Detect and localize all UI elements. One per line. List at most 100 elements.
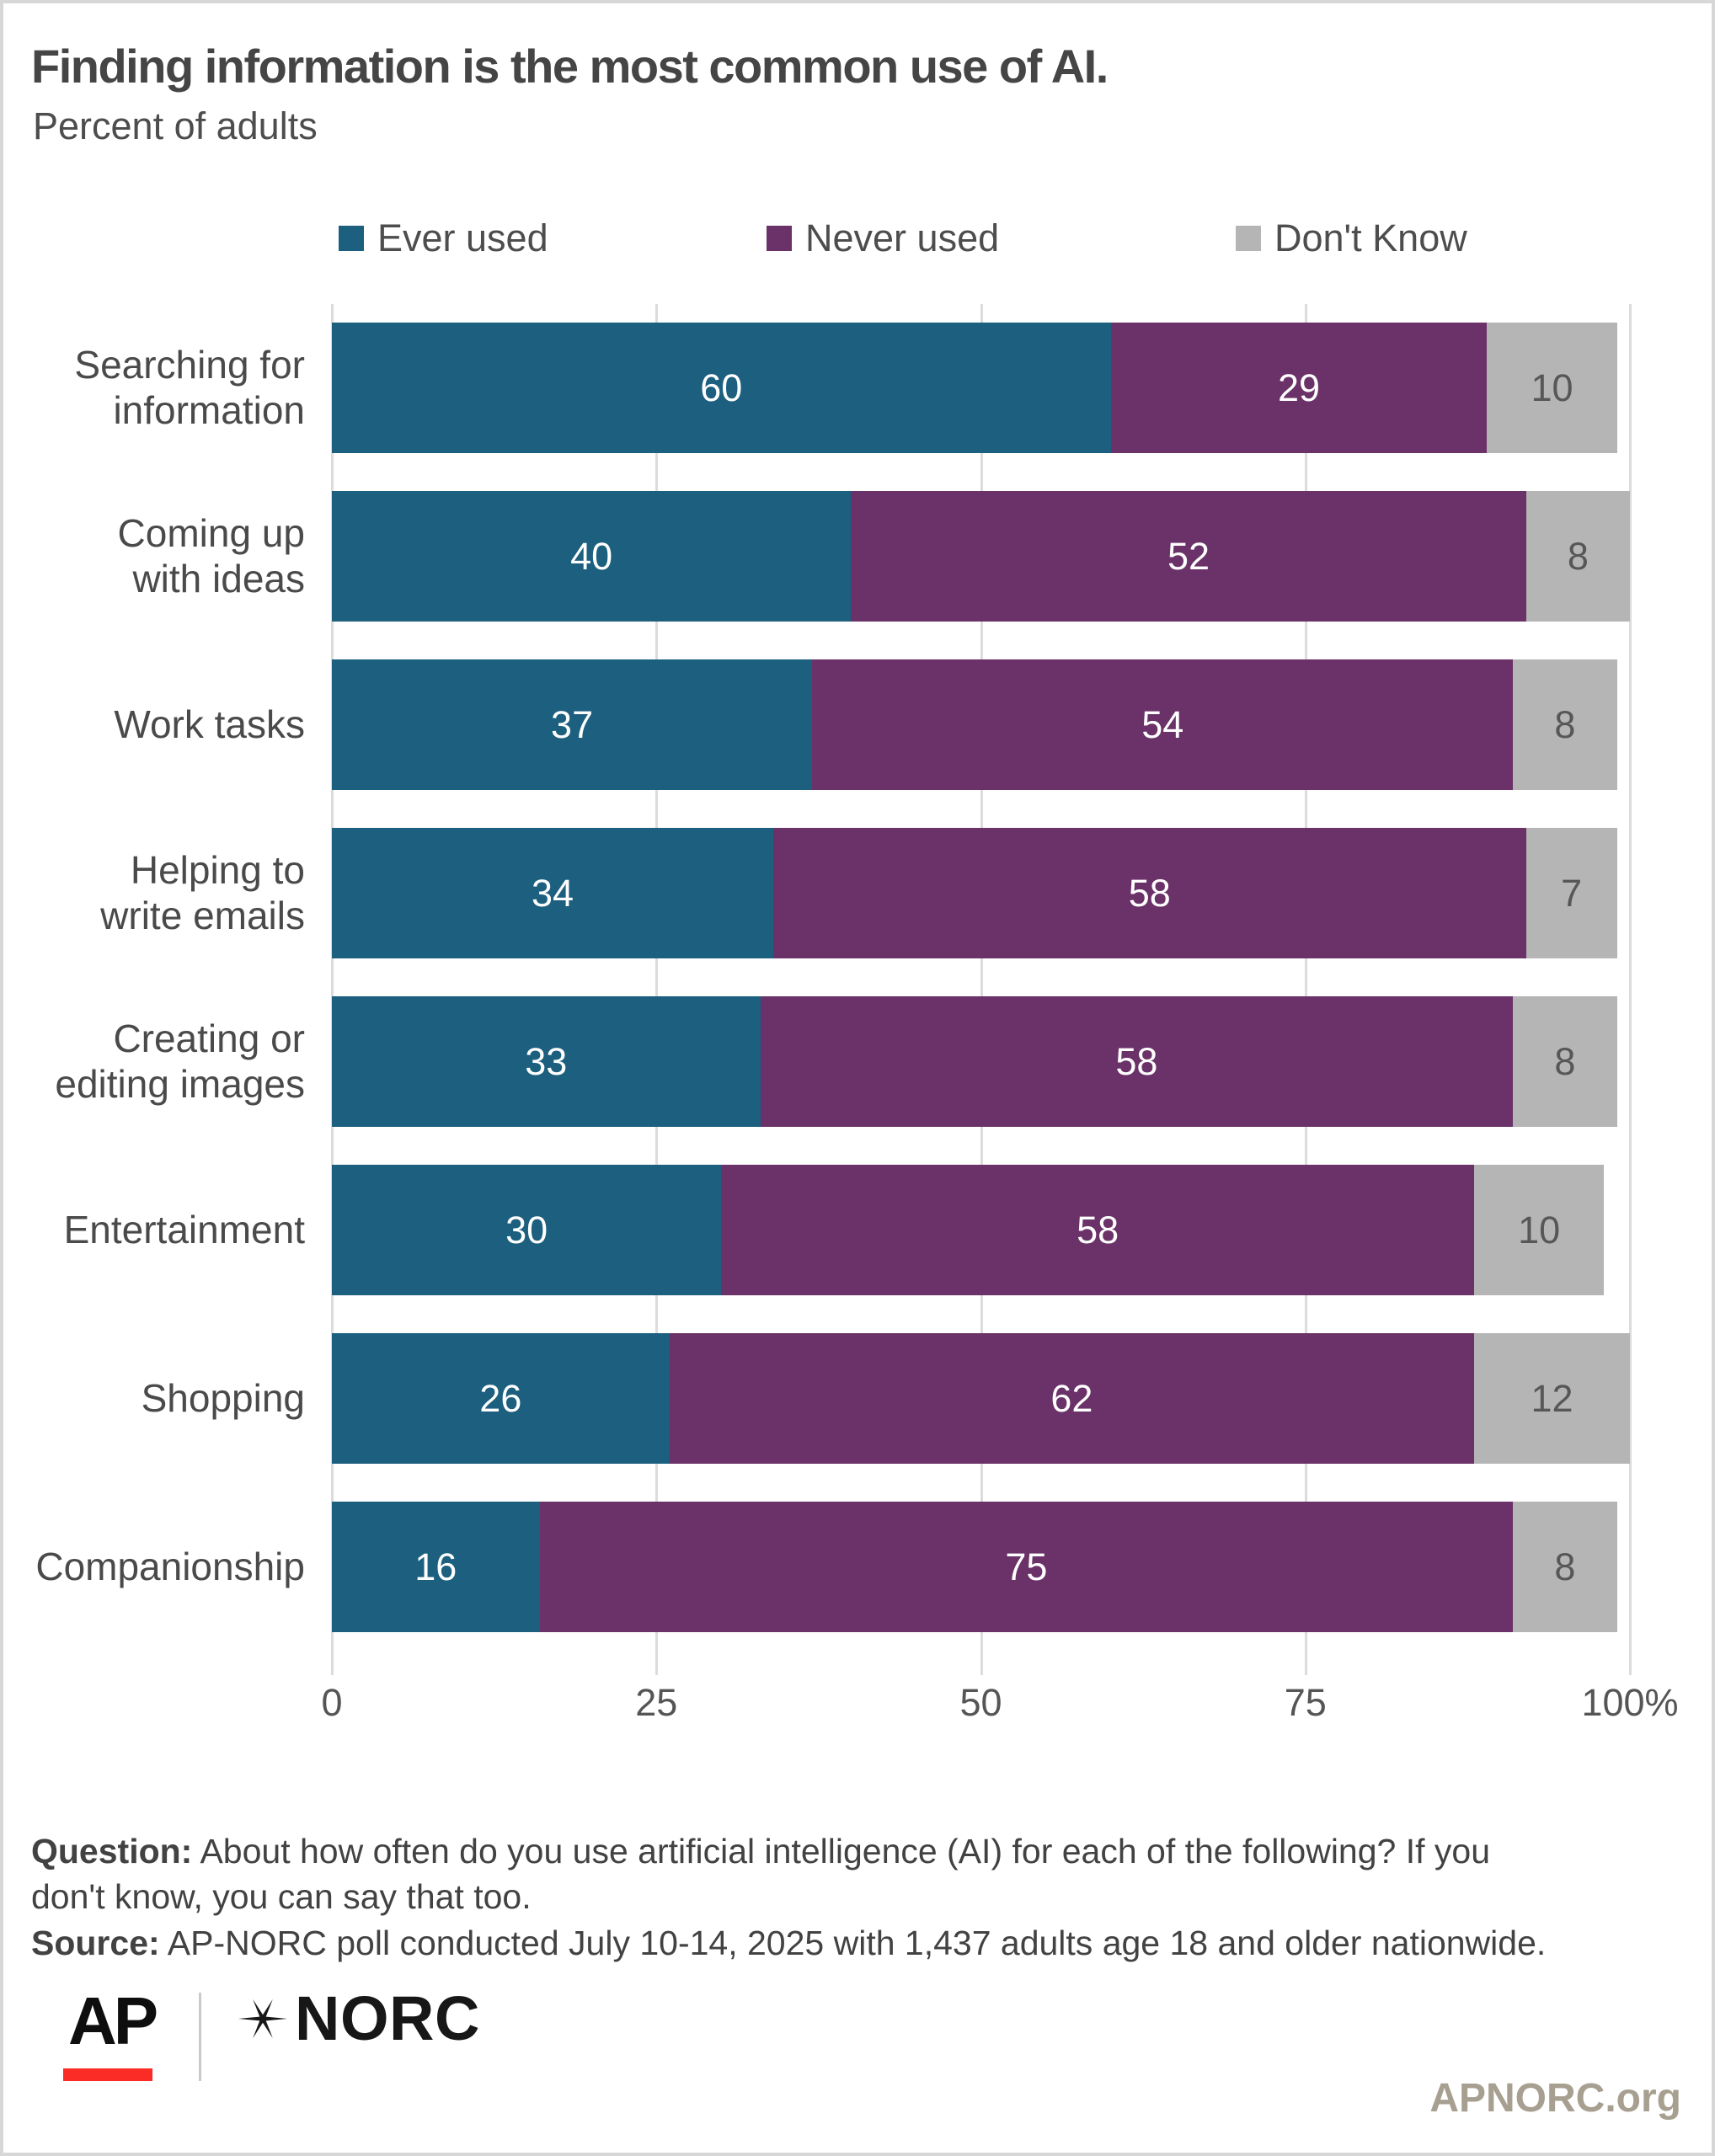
bar-value-label: 60 bbox=[700, 366, 743, 409]
category-label: Shopping bbox=[141, 1375, 305, 1420]
bar-row: Helping to write emails 34 58 7 bbox=[3, 828, 1712, 958]
bar-value-label: 58 bbox=[1077, 1208, 1119, 1251]
bar: 40 52 8 bbox=[332, 491, 1630, 622]
bar-value-label: 26 bbox=[479, 1376, 522, 1420]
legend-item-never-used: Never used bbox=[767, 216, 999, 260]
bar-segment-never-used: 29 bbox=[1110, 323, 1488, 453]
bar: 16 75 8 bbox=[332, 1502, 1630, 1632]
bar-value-label: 8 bbox=[1567, 534, 1589, 578]
bar-value-label: 34 bbox=[531, 871, 574, 915]
bar-segment-ever-used: 37 bbox=[332, 659, 813, 790]
bar-segment-don-t-know: 8 bbox=[1513, 659, 1617, 790]
bar-value-label: 12 bbox=[1531, 1376, 1573, 1420]
bar: 34 58 7 bbox=[332, 828, 1630, 958]
page-title: Finding information is the most common u… bbox=[31, 40, 1109, 93]
bar-value-label: 30 bbox=[505, 1208, 548, 1251]
stacked-bar-chart: Searching for information 60 29 10 Coming up… bbox=[3, 3, 1712, 2153]
bar-value-label: 40 bbox=[570, 534, 613, 578]
bar-segment-ever-used: 16 bbox=[332, 1502, 540, 1632]
bar-row: Shopping 26 62 12 bbox=[3, 1333, 1712, 1464]
bar-segment-don-t-know: 7 bbox=[1525, 828, 1617, 958]
norc-logo-text: NORC bbox=[295, 1983, 480, 2053]
bar-row: Companionship 16 75 8 bbox=[3, 1502, 1712, 1632]
bar-value-label: 8 bbox=[1554, 1039, 1576, 1083]
source-label: Source: bbox=[31, 1923, 160, 1962]
gridline bbox=[1629, 304, 1632, 1675]
bar-segment-never-used: 58 bbox=[760, 996, 1514, 1127]
bar-segment-don-t-know: 8 bbox=[1525, 491, 1630, 622]
category-label: Helping to write emails bbox=[100, 848, 305, 937]
bar-value-label: 75 bbox=[1005, 1545, 1048, 1588]
gridlines bbox=[331, 304, 1632, 1675]
bar-row: Entertainment 30 58 10 bbox=[3, 1165, 1712, 1295]
footer-note: Question: About how often do you use art… bbox=[31, 1782, 1695, 1966]
bar-segment-ever-used: 40 bbox=[332, 491, 852, 622]
legend-swatch-never-used bbox=[767, 226, 792, 251]
bar-value-label: 8 bbox=[1554, 1545, 1576, 1588]
norc-star-icon bbox=[238, 1999, 287, 2039]
bar-segment-don-t-know: 10 bbox=[1474, 1165, 1605, 1295]
bar: 33 58 8 bbox=[332, 996, 1630, 1127]
x-tick-label: 0 bbox=[321, 1681, 343, 1724]
bar-segment-ever-used: 60 bbox=[332, 323, 1111, 453]
bar: 26 62 12 bbox=[332, 1333, 1630, 1464]
ap-logo-underline bbox=[63, 2068, 152, 2081]
bar-value-label: 33 bbox=[525, 1039, 568, 1083]
bar-segment-don-t-know: 8 bbox=[1513, 996, 1617, 1127]
gridline bbox=[980, 304, 983, 1675]
bar-segment-ever-used: 30 bbox=[332, 1165, 722, 1295]
question-text: About how often do you use artificial in… bbox=[31, 1831, 1491, 1917]
bar-segment-never-used: 52 bbox=[851, 491, 1526, 622]
gridline bbox=[655, 304, 659, 1675]
bar: 30 58 10 bbox=[332, 1165, 1630, 1295]
legend-item-ever-used: Ever used bbox=[339, 216, 548, 260]
legend-label: Never used bbox=[805, 216, 1000, 259]
bar-segment-don-t-know: 10 bbox=[1487, 323, 1617, 453]
category-label: Entertainment bbox=[63, 1207, 305, 1251]
legend-label: Ever used bbox=[377, 216, 548, 259]
logo-divider bbox=[199, 1993, 201, 2081]
bar-segment-don-t-know: 8 bbox=[1513, 1502, 1617, 1632]
category-label: Coming up with ideas bbox=[117, 511, 305, 600]
bar-row: Coming up with ideas 40 52 8 bbox=[3, 491, 1712, 622]
question-label: Question: bbox=[31, 1831, 193, 1870]
bar: 60 29 10 bbox=[332, 323, 1630, 453]
x-tick-label: 25 bbox=[635, 1681, 678, 1724]
bar-segment-ever-used: 33 bbox=[332, 996, 761, 1127]
norc-logo: NORC bbox=[238, 1983, 480, 2053]
gridline bbox=[1304, 304, 1307, 1675]
x-axis: 0 25 50 75 100% bbox=[321, 1681, 1678, 1728]
bar-value-label: 10 bbox=[1518, 1208, 1561, 1251]
bar-segment-never-used: 58 bbox=[772, 828, 1526, 958]
bar-segment-ever-used: 34 bbox=[332, 828, 773, 958]
bar-segment-don-t-know: 12 bbox=[1474, 1333, 1630, 1464]
bar-value-label: 58 bbox=[1115, 1039, 1158, 1083]
category-label: Work tasks bbox=[114, 702, 305, 746]
bar-value-label: 7 bbox=[1561, 871, 1583, 915]
chart-legend: Ever used Never used Don't Know bbox=[3, 216, 1712, 259]
source-text: AP-NORC poll conducted July 10-14, 2025 … bbox=[159, 1923, 1547, 1962]
x-tick-label: 50 bbox=[959, 1681, 1002, 1724]
bar-segment-ever-used: 26 bbox=[332, 1333, 670, 1464]
bar-value-label: 10 bbox=[1531, 366, 1573, 409]
bar-row: Work tasks 37 54 8 bbox=[3, 659, 1712, 790]
category-label: Creating or editing images bbox=[55, 1017, 305, 1106]
bar-value-label: 54 bbox=[1141, 702, 1184, 746]
bar-row: Searching for information 60 29 10 bbox=[3, 323, 1712, 453]
bar-value-label: 8 bbox=[1554, 702, 1576, 746]
bar-segment-never-used: 62 bbox=[669, 1333, 1475, 1464]
bar-value-label: 52 bbox=[1167, 534, 1210, 578]
page-subtitle: Percent of adults bbox=[33, 104, 318, 147]
category-label: Searching for information bbox=[74, 343, 305, 432]
apnorc-link[interactable]: APNORC.org bbox=[1429, 2076, 1681, 2121]
ap-logo: AP bbox=[63, 1988, 198, 2081]
bar: 37 54 8 bbox=[332, 659, 1630, 790]
bar-segment-never-used: 58 bbox=[721, 1165, 1475, 1295]
bar-segment-never-used: 54 bbox=[812, 659, 1514, 790]
bar-value-label: 58 bbox=[1128, 871, 1171, 915]
legend-swatch-dont-know bbox=[1236, 226, 1261, 251]
bar-value-label: 62 bbox=[1050, 1376, 1093, 1420]
x-tick-label: 75 bbox=[1284, 1681, 1327, 1724]
bar-segment-never-used: 75 bbox=[539, 1502, 1514, 1632]
ap-logo-text: AP bbox=[68, 1983, 158, 2058]
